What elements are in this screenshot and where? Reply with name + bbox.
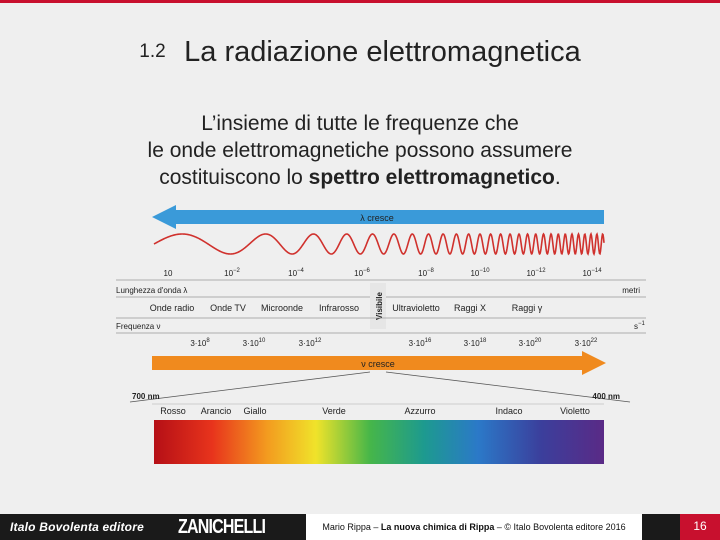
lambda-arrow-body	[170, 210, 604, 224]
frequency-tick: 3·1022	[575, 338, 598, 348]
color-name: Verde	[322, 406, 346, 416]
color-name: Azzurro	[404, 406, 435, 416]
visible-spectrum-bar	[154, 420, 604, 464]
color-name: Violetto	[560, 406, 590, 416]
intro-line-1: L’insieme di tutte le frequenze che	[201, 112, 519, 135]
slide-title: La radiazione elettromagnetica	[184, 36, 581, 68]
intro-line-3: costituiscono lo spettro elettromagnetic…	[60, 164, 660, 191]
em-wave	[153, 231, 605, 257]
page-number: 16	[680, 514, 720, 540]
credit-rest: – © Italo Bovolenta editore 2016	[496, 522, 626, 532]
wavelength-axis-title: Lunghezza d'onda λ	[116, 286, 187, 295]
color-name: Rosso	[160, 406, 186, 416]
lambda-arrow-label: λ cresce	[360, 213, 394, 223]
region-label: Onde TV	[210, 303, 246, 313]
intro-line-2: le onde elettromagnetiche possono assume…	[147, 139, 573, 162]
region-label: Ultravioletto	[392, 303, 440, 313]
brand-logo: ZANICHELLI	[178, 516, 266, 538]
frequency-tick: 3·1010	[243, 338, 266, 348]
credit-text: Mario Rippa – La nuova chimica di Rippa …	[306, 514, 642, 540]
zoom-line-right	[385, 371, 631, 403]
color-name: Giallo	[243, 406, 266, 416]
frequency-tick: 3·1012	[299, 338, 322, 348]
region-label: Raggi γ	[512, 303, 543, 313]
publisher-name: Italo Bovolenta editore	[10, 520, 144, 534]
visible-left-wavelength: 700 nm	[132, 392, 160, 401]
nu-increases-arrow: ν cresce	[152, 351, 606, 375]
intro-keyword: spettro elettromagnetico	[308, 166, 555, 189]
nu-arrow-label: ν cresce	[361, 359, 395, 369]
top-accent-bar	[0, 0, 720, 3]
frequency-unit: s−1	[634, 321, 646, 331]
frequency-tick: 3·108	[190, 338, 210, 348]
wavelength-tick: 10−2	[224, 268, 240, 278]
wavelength-tick: 10−6	[354, 268, 370, 278]
lambda-arrow-head	[152, 205, 176, 229]
section-number: 1.2	[139, 41, 166, 62]
frequency-tick: 3·1018	[464, 338, 487, 348]
frequency-tick: 3·1016	[409, 338, 432, 348]
credit-book: La nuova chimica di Rippa	[380, 522, 495, 532]
footer-bar: Italo Bovolenta editore ZANICHELLI Mario…	[0, 514, 720, 540]
wavelength-tick: 10	[164, 269, 173, 278]
spectrum-regions: Onde radio Onde TV Microonde Infrarosso …	[150, 283, 543, 329]
wavelength-unit: metri	[622, 286, 640, 295]
intro-line-3-prefix: costituiscono lo	[159, 166, 309, 189]
frequency-tick-labels: 3·108 3·1010 3·1012 3·1016 3·1018 3·1020…	[190, 338, 598, 348]
intro-text: L’insieme di tutte le frequenze che le o…	[60, 110, 660, 191]
nu-arrow-head	[582, 351, 606, 375]
region-label: Microonde	[261, 303, 303, 313]
frequency-tick: 3·1020	[519, 338, 542, 348]
wavelength-tick: 10−4	[288, 268, 304, 278]
visible-right-wavelength: 400 nm	[592, 392, 620, 401]
wavelength-tick: 10−8	[418, 268, 434, 278]
zoom-line-left	[129, 371, 371, 403]
credit-author: Mario Rippa –	[322, 522, 379, 532]
nu-arrow-body	[152, 356, 588, 370]
wavelength-tick-labels: 10 10−2 10−4 10−6 10−8 10−10 10−12 10−14	[164, 268, 603, 278]
intro-line-3-suffix: .	[554, 166, 561, 189]
wavelength-tick: 10−14	[582, 268, 602, 278]
slide-header: 1.2 La radiazione elettromagnetica	[0, 36, 720, 69]
wavelength-tick: 10−12	[526, 268, 546, 278]
color-name: Arancio	[201, 406, 232, 416]
region-label: Onde radio	[150, 303, 195, 313]
region-label: Infrarosso	[319, 303, 359, 313]
region-label: Raggi X	[454, 303, 486, 313]
region-label-visible: Visibile	[375, 292, 384, 320]
color-names: Rosso Arancio Giallo Verde Azzurro Indac…	[152, 403, 604, 416]
visible-band	[370, 283, 386, 329]
lambda-increases-arrow: λ cresce	[152, 205, 604, 229]
wavelength-tick: 10−10	[470, 268, 490, 278]
frequency-axis-title: Frequenza ν	[116, 322, 160, 331]
color-name: Indaco	[495, 406, 522, 416]
visible-zoom-lines	[129, 371, 631, 403]
